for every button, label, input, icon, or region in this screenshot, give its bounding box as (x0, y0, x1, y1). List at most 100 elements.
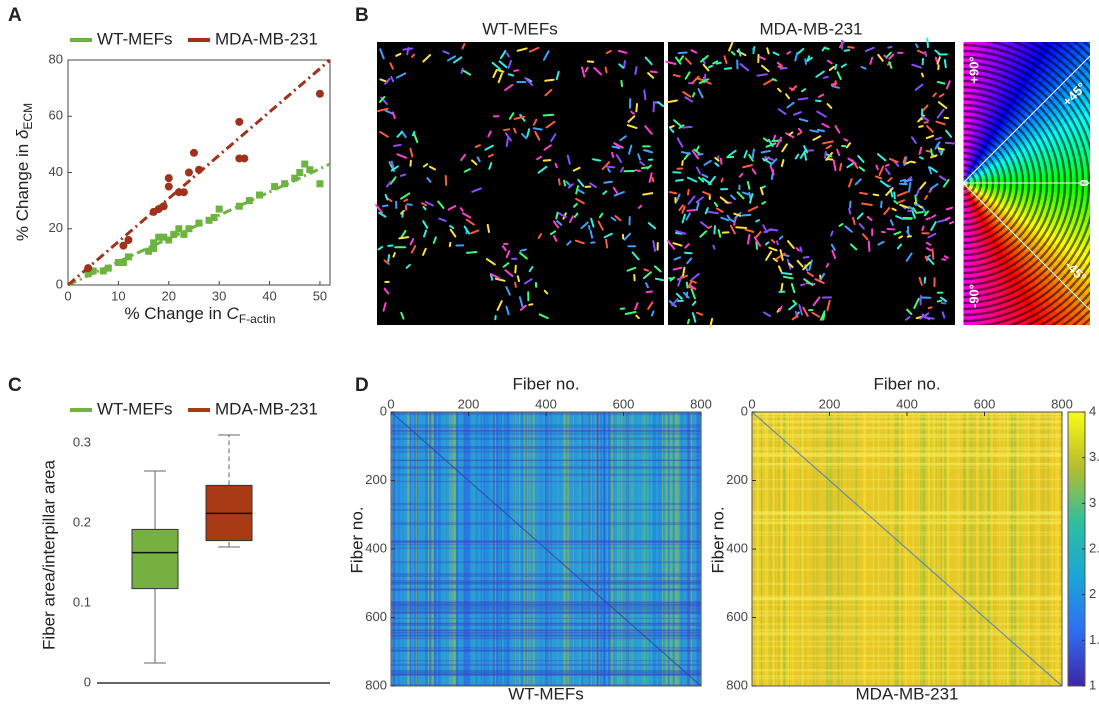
fiber (542, 113, 555, 117)
fiber (918, 276, 923, 286)
fiber (763, 78, 774, 86)
heatmap-stripe (807, 412, 810, 686)
fiber (381, 204, 389, 208)
fiber (677, 275, 683, 287)
fiber (707, 210, 719, 215)
fiber (880, 200, 883, 209)
fiber (422, 163, 429, 168)
fiber (496, 300, 503, 311)
fiber (741, 213, 752, 217)
fiber (569, 215, 574, 223)
fiber (675, 229, 687, 235)
fiber (637, 153, 642, 161)
fiber (447, 204, 457, 211)
fiber (940, 148, 944, 156)
fiber (893, 231, 902, 236)
fiber (428, 165, 436, 171)
fiber (925, 149, 932, 153)
heatmap-stripe (982, 412, 986, 686)
label-text: % Change in (124, 304, 226, 323)
fiber (550, 133, 557, 142)
heatmap-stripe (1014, 412, 1017, 686)
fiber (675, 193, 681, 202)
heatmap-stripe (391, 547, 701, 549)
heatmap-stripe (752, 520, 1062, 523)
fiber (720, 216, 730, 222)
heatmap-stripe (752, 510, 1062, 513)
fiber (581, 66, 586, 78)
fiber (432, 236, 437, 244)
wheel-label: 0 (1077, 179, 1092, 186)
fiber (626, 124, 638, 129)
heatmap-stripe (616, 412, 620, 686)
fiber (888, 61, 893, 69)
fiber (883, 207, 891, 216)
point (195, 219, 203, 227)
x-tick-label: 0 (748, 396, 755, 411)
fiber (574, 239, 585, 245)
fiber (916, 49, 927, 55)
fiber (927, 232, 937, 239)
heatmap-stripe (529, 412, 531, 686)
heatmap-stripe (1030, 412, 1034, 686)
fiber (446, 55, 457, 62)
heatmap-stripe (908, 412, 911, 686)
heatmap-stripe (752, 511, 1062, 514)
fiber (803, 278, 814, 286)
fiber (648, 172, 653, 183)
fiber (791, 314, 799, 321)
fiber (934, 136, 943, 141)
heatmap-stripe (673, 412, 676, 686)
fiber (400, 229, 407, 239)
fiber (390, 165, 399, 172)
fiber (379, 130, 389, 138)
fiber (691, 149, 700, 160)
heatmap-stripe (391, 630, 701, 632)
fiber (777, 87, 782, 93)
heatmap-stripe (1054, 412, 1056, 686)
heatmap-stripe (548, 412, 550, 686)
fiber (400, 192, 411, 200)
wheel-label: +90° (966, 56, 981, 83)
x-tick-label: 0 (64, 288, 71, 303)
fiber (644, 125, 653, 135)
fiber (936, 81, 946, 85)
heatmap-stripe (968, 412, 970, 686)
fiber (796, 47, 805, 55)
fiber (685, 291, 689, 298)
fiber (795, 247, 801, 252)
fiber (523, 278, 533, 285)
heatmap-stripe (966, 412, 969, 686)
heatmap-stripe (503, 412, 506, 686)
heatmap-stripe (752, 631, 1062, 635)
fiber (577, 178, 585, 188)
heatmap-stripe (766, 412, 769, 686)
heatmap-stripe (431, 412, 434, 686)
fiber (927, 257, 935, 265)
fiber (497, 72, 503, 84)
fiber (744, 228, 755, 233)
fiber (672, 266, 683, 271)
fiber (747, 205, 759, 212)
heatmap-stripe (597, 412, 600, 686)
heatmap-stripe (391, 573, 701, 576)
fiber (819, 310, 826, 321)
fiber (503, 128, 511, 132)
fiber (856, 212, 864, 220)
heatmap-stripe (863, 412, 867, 686)
heatmap-stripe (603, 412, 605, 686)
fiber (647, 72, 655, 79)
heatmap-stripe (417, 412, 418, 686)
fiber (707, 64, 713, 69)
fiber (610, 216, 617, 222)
fiber (613, 142, 624, 149)
heatmap-stripe (899, 412, 902, 686)
fiber (653, 265, 662, 273)
fiber (400, 209, 405, 215)
fiber (396, 153, 407, 159)
fiber (754, 231, 762, 239)
fiber (924, 194, 929, 201)
fiber (676, 137, 684, 148)
fiber (685, 281, 689, 289)
fiber (910, 160, 916, 164)
